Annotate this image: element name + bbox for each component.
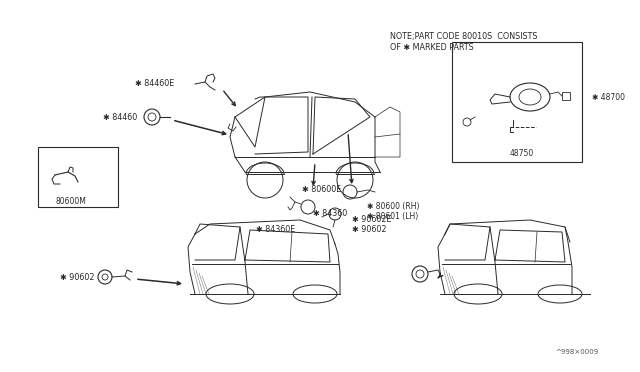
Bar — [38, 147, 118, 207]
Text: ✱ 84460: ✱ 84460 — [103, 112, 137, 122]
Bar — [562, 92, 570, 100]
Text: ✱ 80600E: ✱ 80600E — [302, 185, 341, 193]
Text: ✱ 48700: ✱ 48700 — [592, 93, 625, 102]
Text: NOTE;PART CODE 80010S  CONSISTS: NOTE;PART CODE 80010S CONSISTS — [390, 32, 538, 42]
Bar — [452, 42, 582, 162]
Text: 48750: 48750 — [510, 150, 534, 158]
Text: ✱ 84460E: ✱ 84460E — [135, 80, 174, 89]
Text: OF ✱ MARKED PARTS: OF ✱ MARKED PARTS — [390, 42, 474, 51]
Text: ^998×0009: ^998×0009 — [555, 349, 598, 355]
Text: ✱ 90602: ✱ 90602 — [60, 273, 95, 282]
Text: ✱ 90602: ✱ 90602 — [352, 225, 387, 234]
Text: ✱ 90602E: ✱ 90602E — [352, 215, 392, 224]
Text: ✱ 84360: ✱ 84360 — [313, 209, 348, 218]
Text: ✱ 80600 (RH): ✱ 80600 (RH) — [367, 202, 419, 212]
Text: ✱ 84360E: ✱ 84360E — [256, 225, 295, 234]
Text: 80600M: 80600M — [55, 198, 86, 206]
Text: ✱ 80601 (LH): ✱ 80601 (LH) — [367, 212, 419, 221]
